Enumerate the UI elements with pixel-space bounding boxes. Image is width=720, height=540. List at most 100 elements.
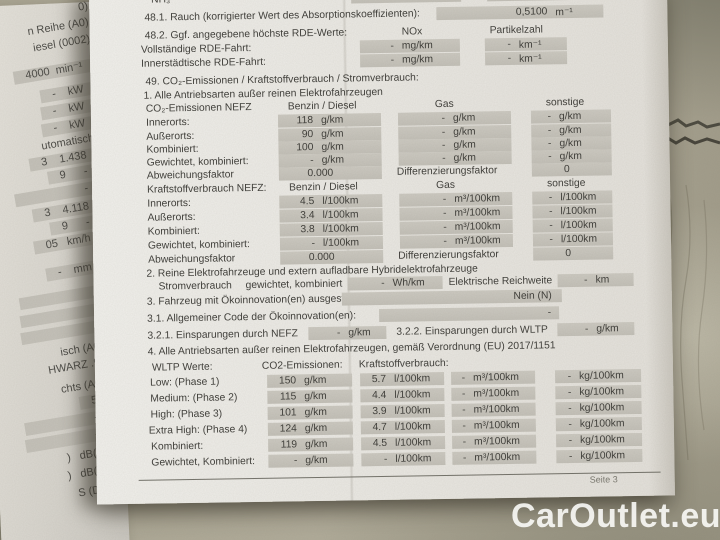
value: 150 xyxy=(278,375,297,387)
value: - xyxy=(462,452,467,464)
unit: mg/km xyxy=(401,40,433,52)
col-header: Gas xyxy=(435,179,456,192)
value-box: - g/km xyxy=(397,110,512,126)
underlay-line: 0) xyxy=(77,0,90,14)
value: 4.7 xyxy=(372,421,387,434)
row-label: Elektrische Reichweite xyxy=(448,275,553,288)
value: 0.000 xyxy=(307,167,334,180)
row-label: Innerorts: xyxy=(147,197,191,210)
unit: g/km xyxy=(304,374,327,387)
unit: g/km xyxy=(348,327,371,339)
unit: m³/100km xyxy=(473,403,520,416)
value: 101 xyxy=(279,407,297,419)
value-box: 4.5 l/100km xyxy=(279,193,383,209)
unit: g/km xyxy=(305,438,328,451)
value: 3.9 xyxy=(372,405,387,418)
value-box: - l/100km xyxy=(361,452,446,467)
value: - xyxy=(567,387,572,399)
nh3-label: NH₃ xyxy=(151,0,170,6)
unit: l/100km xyxy=(560,205,597,218)
underlay-line: 4000 min⁻¹ xyxy=(12,59,92,85)
section-title: 49. CO₂-Emissionen / Kraftstoffverbrauch… xyxy=(145,72,419,88)
unit: g/km xyxy=(305,454,328,467)
value: - xyxy=(336,327,341,339)
value-box: - Wh/km xyxy=(347,276,443,291)
unit: m³/100km xyxy=(454,235,501,247)
value: 115 xyxy=(279,391,297,403)
value: - xyxy=(462,436,467,448)
value-box: 3.4 l/100km xyxy=(279,207,383,223)
value: 4.5 xyxy=(372,437,388,450)
unit: m³/100km xyxy=(473,419,520,432)
value: - xyxy=(507,52,512,65)
unit: g/km xyxy=(559,124,582,137)
row-label: 3.2.1. Einsparungen durch NEFZ xyxy=(147,328,299,342)
value-box: - kg/100km xyxy=(555,432,643,448)
row-label: Gewichtet, kombiniert: xyxy=(146,156,249,169)
value-box: -ppm xyxy=(486,0,587,2)
value: 4.4 xyxy=(371,389,387,402)
value-box: 4.5 l/100km xyxy=(361,436,446,451)
col-header-nox: NOx xyxy=(401,26,423,38)
value-box: - m³/100km xyxy=(399,191,513,207)
table-title: WLTP Werte: xyxy=(151,361,213,374)
row-label: Vollständige RDE-Fahrt: xyxy=(140,43,252,56)
value-box: - g/km xyxy=(557,322,635,337)
unit: kg/100km xyxy=(579,402,625,414)
unit: g/km xyxy=(596,323,619,335)
value: - xyxy=(383,453,388,465)
value-box: - m³/100km xyxy=(452,434,537,449)
value-box: - g/km xyxy=(530,109,612,124)
row-label: Kombiniert: xyxy=(151,440,204,453)
unit: kg/100km xyxy=(579,418,625,430)
value-box: 3.8 l/100km xyxy=(279,221,383,237)
unit: km⁻¹ xyxy=(518,38,542,51)
table-title: Kraftstoffverbrauch NEFZ: xyxy=(147,182,267,196)
unit: g/km xyxy=(558,110,582,123)
value-box: - g/km xyxy=(531,136,612,151)
value: - xyxy=(441,126,446,139)
value: 90 xyxy=(301,129,314,141)
value: - xyxy=(390,54,395,66)
row-label: Low: (Phase 1) xyxy=(150,376,220,389)
value-box: - l/100km xyxy=(532,218,613,233)
row-label: Abweichungsfaktor xyxy=(146,169,234,182)
value: - xyxy=(462,420,466,432)
value: 0.000 xyxy=(308,251,335,264)
value: 119 xyxy=(280,439,298,451)
underlay-line: - mm xyxy=(44,259,101,282)
row-label: Gewichtet, kombiniert: xyxy=(147,239,250,252)
unit: l/100km xyxy=(322,209,359,221)
value-box: 0,5100 m⁻¹ xyxy=(436,4,604,21)
value-box: - km⁻¹ xyxy=(484,37,567,52)
value: Nein (N) xyxy=(513,290,552,302)
value-box: - g/km xyxy=(398,150,512,166)
value: 124 xyxy=(279,423,297,435)
unit: l/100km xyxy=(395,437,432,449)
value-box: - m³/100km xyxy=(451,370,536,385)
unit: g/km xyxy=(559,150,583,163)
unit: g/km xyxy=(452,112,476,124)
unit: m⁻¹ xyxy=(555,6,573,18)
value-box: 5.7 l/100km xyxy=(360,372,445,387)
value: 118 xyxy=(296,115,314,127)
value-box: - m³/100km xyxy=(451,402,536,417)
value: - xyxy=(567,371,572,383)
value-box: - kg/100km xyxy=(555,384,642,400)
value-box: - m³/100km xyxy=(399,205,513,221)
value-box: 0.000 xyxy=(280,249,384,265)
row-label: Innerstädtische RDE-Fahrt: xyxy=(141,56,266,70)
unit: m³/100km xyxy=(473,371,519,384)
col-header: sonstige xyxy=(546,177,586,190)
unit: g/km xyxy=(453,126,476,138)
value-box: - l/100km xyxy=(532,190,613,205)
row-label: Außerorts: xyxy=(147,211,196,224)
value-box: - l/100km xyxy=(279,235,384,251)
value-box: 4.7 l/100km xyxy=(360,420,445,435)
value: - xyxy=(461,372,466,384)
unit: Wh/km xyxy=(392,277,425,289)
table-title: CO₂-Emissionen NEFZ xyxy=(145,102,252,115)
value-box: - km xyxy=(557,273,634,288)
unit: l/100km xyxy=(560,219,597,232)
